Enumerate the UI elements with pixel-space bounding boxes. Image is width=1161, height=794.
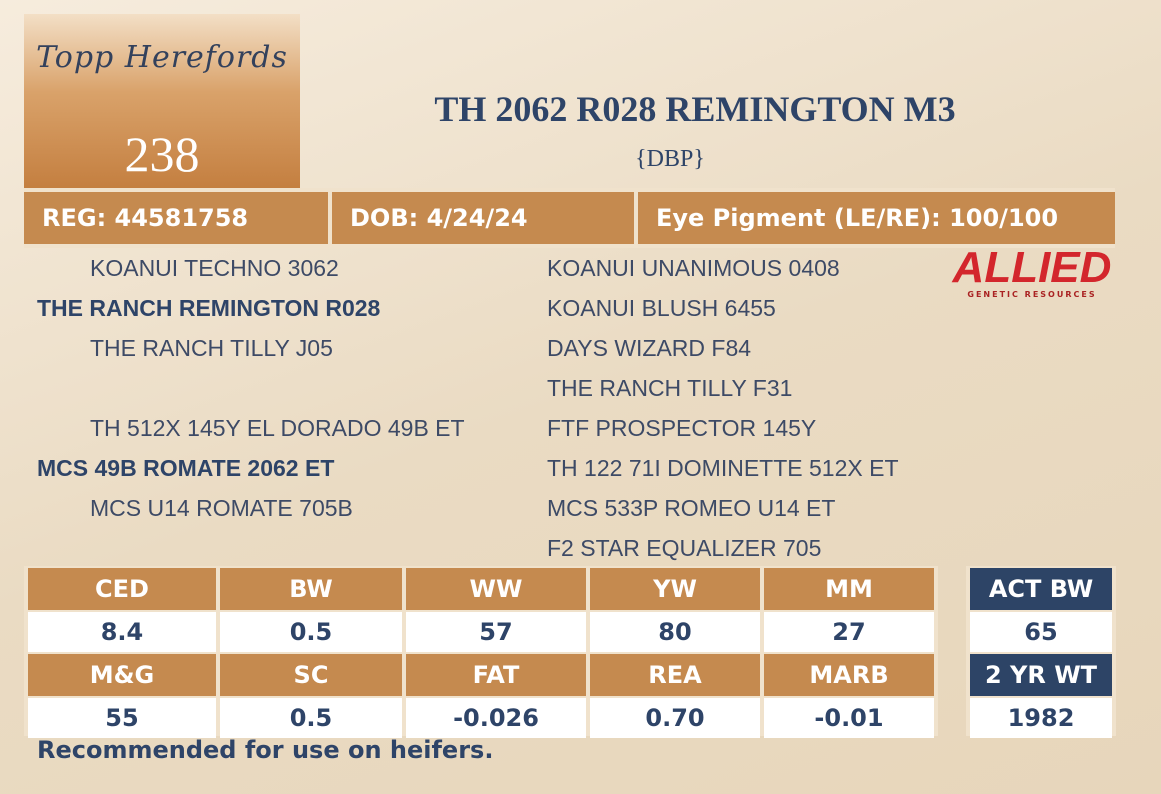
epd-header: BW xyxy=(220,568,402,610)
note: Recommended for use on heifers. xyxy=(37,736,494,764)
epd-value: 57 xyxy=(406,612,586,652)
pedigree-ancestor: TH 122 71I DOMINETTE 512X ET xyxy=(547,455,899,481)
pedigree-parent: MCS 49B ROMATE 2062 ET xyxy=(37,455,335,481)
pedigree-grandparent: TH 512X 145Y EL DORADO 49B ET xyxy=(90,415,465,441)
logo: Topp Herefords xyxy=(36,40,288,75)
subtitle: {DBP} xyxy=(635,146,705,172)
pedigree-ancestor: MCS 533P ROMEO U14 ET xyxy=(547,495,836,521)
sponsor-tagline: GENETIC RESOURCES xyxy=(967,290,1097,299)
pedigree-grandparent: KOANUI TECHNO 3062 xyxy=(90,255,339,281)
epd-value: 0.5 xyxy=(220,612,402,652)
epd-value: 55 xyxy=(28,698,216,738)
title: TH 2062 R028 REMINGTON M3 xyxy=(434,89,956,129)
actual-value: 65 xyxy=(970,612,1112,652)
info-cell: DOB: 4/24/24 xyxy=(332,192,634,244)
info-bar: REG: 44581758 DOB: 4/24/24 Eye Pigment (LE… xyxy=(24,188,1115,248)
sponsor-logo: ALLIED GENETIC RESOURCES xyxy=(952,243,1112,300)
pedigree-ancestor: KOANUI BLUSH 6455 xyxy=(547,295,776,321)
epd-header: WW xyxy=(406,568,586,610)
actual-header: 2 YR WT xyxy=(970,654,1112,696)
epd-header: CED xyxy=(28,568,216,610)
info-cell: REG: 44581758 xyxy=(24,192,328,244)
pedigree-ancestor: KOANUI UNANIMOUS 0408 xyxy=(547,255,840,281)
epd-header: REA xyxy=(590,654,760,696)
epd-header: MARB xyxy=(764,654,934,696)
pedigree-ancestor: THE RANCH TILLY F31 xyxy=(547,375,793,401)
pedigree-grandparent: MCS U14 ROMATE 705B xyxy=(90,495,353,521)
epd-value: 0.70 xyxy=(590,698,760,738)
lot-number: 238 xyxy=(124,126,200,182)
epd-value: 8.4 xyxy=(28,612,216,652)
pedigree-ancestor: FTF PROSPECTOR 145Y xyxy=(547,415,817,441)
pedigree-parent: THE RANCH REMINGTON R028 xyxy=(37,295,381,321)
epd-header: SC xyxy=(220,654,402,696)
epd-header: M&G xyxy=(28,654,216,696)
pedigree-ancestor: F2 STAR EQUALIZER 705 xyxy=(547,535,822,561)
logo-box xyxy=(24,14,300,188)
epd-header: YW xyxy=(590,568,760,610)
epd-value: -0.026 xyxy=(406,698,586,738)
info-cell: Eye Pigment (LE/RE): 100/100 xyxy=(638,192,1115,244)
actual-value: 1982 xyxy=(970,698,1112,738)
actual-header: ACT BW xyxy=(970,568,1112,610)
sponsor-name: ALLIED xyxy=(952,243,1112,292)
epd-value: -0.01 xyxy=(764,698,934,738)
pedigree-grandparent: THE RANCH TILLY J05 xyxy=(90,335,333,361)
pedigree-ancestor: DAYS WIZARD F84 xyxy=(547,335,752,361)
epd-value: 80 xyxy=(590,612,760,652)
epd-value: 0.5 xyxy=(220,698,402,738)
epd-value: 27 xyxy=(764,612,934,652)
epd-header: FAT xyxy=(406,654,586,696)
epd-header: MM xyxy=(764,568,934,610)
